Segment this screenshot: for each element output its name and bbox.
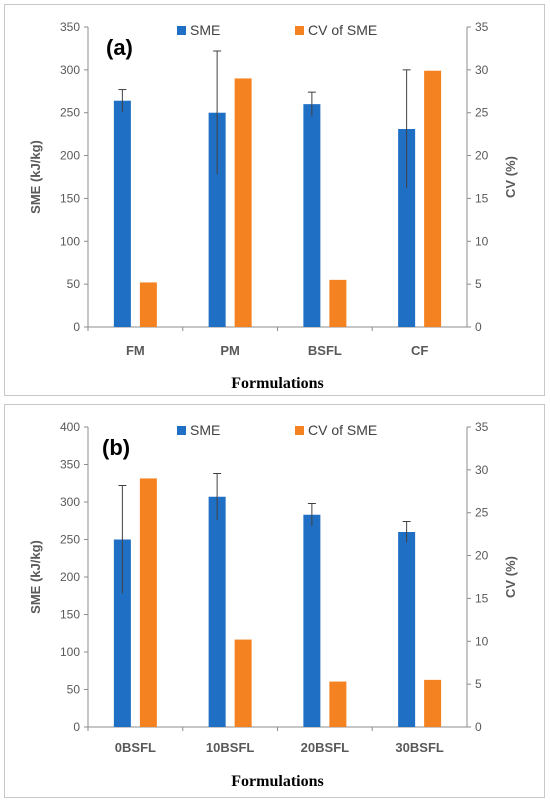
y2-tick-label: 30: [475, 63, 489, 77]
sme-bar: [208, 112, 226, 327]
sme-bar: [113, 539, 131, 727]
cv-bar: [329, 681, 347, 727]
y2-axis-title: CV (%): [503, 556, 518, 598]
y-tick-label: 400: [60, 420, 80, 434]
x-category-label: 10BSFL: [206, 740, 254, 755]
y-axis-title: SME (kJ/kg): [28, 540, 43, 614]
y-tick-label: 250: [60, 106, 80, 120]
x-axis-title: Formulations: [231, 773, 323, 790]
cv-bar: [329, 279, 347, 327]
chart-b-svg: 0 50 100 150 200 250 300 350 400 0 5 10 15 20 25 30 35 SM…: [28, 420, 518, 790]
cv-bar: [424, 679, 442, 727]
y2-tick-label: 30: [475, 463, 489, 477]
y2-tick-label: 5: [475, 677, 482, 691]
y-tick-label: 50: [67, 683, 81, 697]
legend-label-sme: SME: [190, 22, 220, 38]
y2-tick-label: 25: [475, 106, 489, 120]
cv-bar: [139, 478, 157, 727]
panel-label: (a): [106, 35, 133, 60]
y-tick-label: 100: [60, 234, 80, 248]
y2-tick-label: 20: [475, 149, 489, 163]
x-category-label: 30BSFL: [395, 740, 443, 755]
y2-tick-label: 20: [475, 549, 489, 563]
cv-bar: [139, 282, 157, 327]
chart-a-svg: 0 50 100 150 200 250 300 350 0 5 10 15 20 25 30 35 SME (…: [28, 20, 518, 392]
chart-panel-a: 0 50 100 150 200 250 300 350 0 5 10 15 20 25 30 35 SME (…: [4, 4, 545, 396]
x-category-label: BSFL: [308, 343, 342, 358]
y-tick-label: 200: [60, 570, 80, 584]
y2-axis-title: CV (%): [503, 156, 518, 198]
y2-tick-label: 10: [475, 234, 489, 248]
y-tick-label: 300: [60, 63, 80, 77]
y-tick-label: 100: [60, 645, 80, 659]
y-tick-label: 0: [73, 720, 80, 734]
y-tick-label: 300: [60, 495, 80, 509]
legend-label-cv: CV of SME: [308, 22, 377, 38]
x-category-label: CF: [411, 343, 428, 358]
y2-tick-label: 25: [475, 506, 489, 520]
y2-tick-label: 35: [475, 420, 489, 434]
y-tick-label: 350: [60, 458, 80, 472]
panel-label: (b): [102, 435, 130, 460]
sme-bar: [208, 496, 226, 727]
legend-swatch-sme: [177, 426, 186, 435]
sme-bar: [113, 100, 131, 327]
cv-bar: [234, 639, 252, 727]
x-category-label: 0BSFL: [115, 740, 156, 755]
legend-label-sme: SME: [190, 422, 220, 438]
x-category-label: FM: [126, 343, 145, 358]
y-tick-label: 50: [67, 277, 81, 291]
y-tick-label: 350: [60, 20, 80, 34]
sme-bar: [398, 532, 416, 727]
y-tick-label: 200: [60, 149, 80, 163]
y-tick-label: 150: [60, 608, 80, 622]
y2-tick-label: 15: [475, 191, 489, 205]
y2-tick-label: 15: [475, 591, 489, 605]
y2-tick-label: 10: [475, 634, 489, 648]
y-tick-label: 250: [60, 533, 80, 547]
legend-swatch-sme: [177, 26, 186, 35]
cv-bar: [424, 70, 442, 327]
y2-tick-label: 0: [475, 320, 482, 334]
y-axis-title: SME (kJ/kg): [28, 140, 43, 214]
y2-tick-label: 5: [475, 277, 482, 291]
legend-label-cv: CV of SME: [308, 422, 377, 438]
sme-bar: [303, 514, 321, 727]
sme-bar: [303, 104, 321, 328]
y2-tick-label: 0: [475, 720, 482, 734]
y-tick-label: 150: [60, 191, 80, 205]
x-category-label: PM: [220, 343, 240, 358]
cv-bar: [234, 78, 252, 327]
chart-panel-b: 0 50 100 150 200 250 300 350 400 0 5 10 15 20 25 30 35 SM…: [4, 404, 545, 798]
x-axis-title: Formulations: [231, 375, 323, 392]
legend-swatch-cv: [295, 26, 304, 35]
y-tick-label: 0: [73, 320, 80, 334]
y2-tick-label: 35: [475, 20, 489, 34]
sme-bar: [398, 129, 416, 327]
legend-swatch-cv: [295, 426, 304, 435]
x-category-label: 20BSFL: [301, 740, 349, 755]
